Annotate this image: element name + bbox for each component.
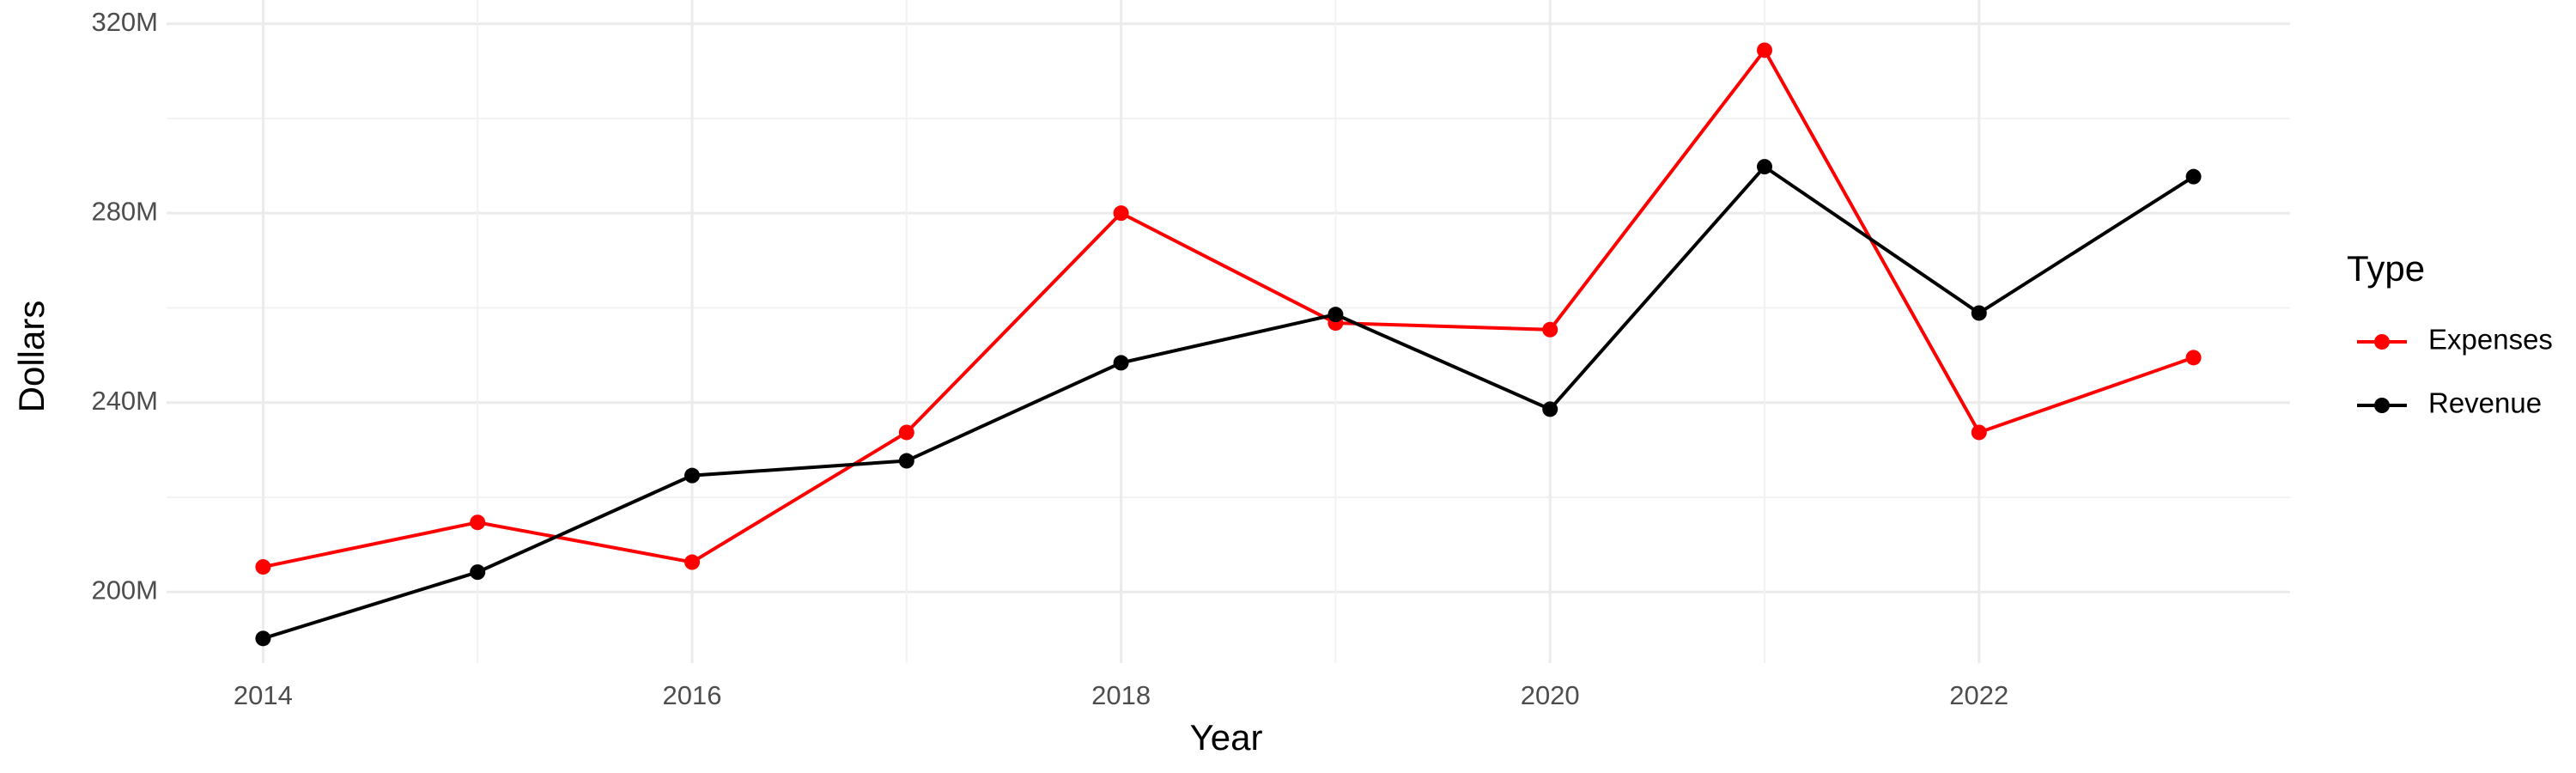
legend-label: Revenue [2428, 387, 2542, 419]
y-axis-title: Dollars [11, 301, 52, 413]
point [1971, 424, 1987, 441]
x-tick-label: 2016 [663, 680, 722, 710]
point [2185, 350, 2202, 366]
line [262, 164, 2195, 641]
point [255, 630, 271, 647]
y-tick-label: 200M [91, 575, 158, 605]
x-tick-label: 2022 [1949, 680, 2008, 710]
x-tick-label: 2014 [234, 680, 293, 710]
point [898, 424, 914, 441]
legend-label: Expenses [2428, 324, 2553, 356]
plot-area [255, 42, 2202, 647]
grid [167, 0, 2290, 663]
point [684, 554, 701, 570]
point [898, 453, 914, 469]
point [1756, 159, 1772, 175]
y-tick-label: 240M [91, 386, 158, 416]
point [470, 564, 486, 581]
point [470, 514, 486, 531]
point [255, 559, 271, 575]
point [2185, 168, 2202, 185]
y-tick-label: 320M [91, 7, 158, 37]
point [1971, 305, 1987, 321]
point [1327, 307, 1344, 323]
y-tick-label: 280M [91, 196, 158, 226]
legend-point [2374, 398, 2390, 413]
x-axis-title: Year [1190, 717, 1263, 758]
point [1542, 401, 1558, 417]
legend-title: Type [2347, 248, 2425, 289]
point [1113, 355, 1129, 371]
point [1756, 42, 1772, 58]
point [1113, 205, 1129, 222]
legend-point [2374, 334, 2390, 350]
x-tick-label: 2018 [1091, 680, 1151, 710]
point [1542, 321, 1558, 338]
x-tick-label: 2020 [1521, 680, 1580, 710]
point [684, 467, 701, 484]
